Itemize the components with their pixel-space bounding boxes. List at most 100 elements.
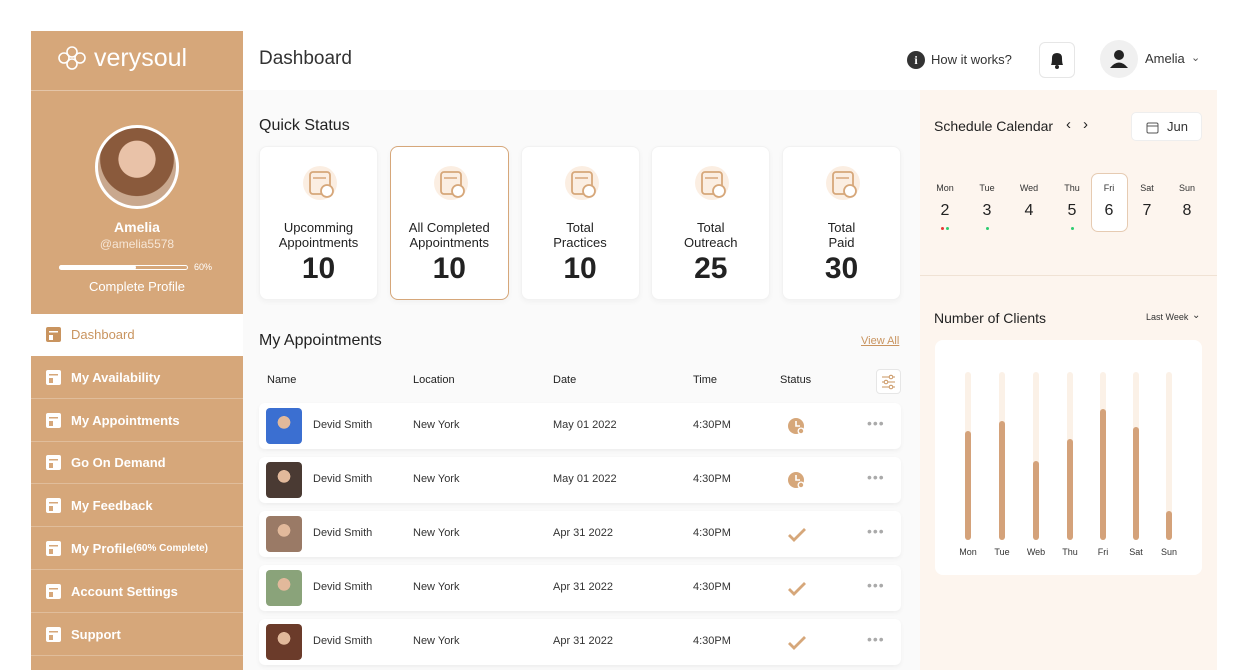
bar [965, 430, 971, 540]
row-time: 4:30PM [693, 635, 731, 647]
help-link[interactable]: How it works? [931, 52, 1012, 67]
day-name[interactable]: Mon [936, 183, 954, 193]
bar-track [1166, 372, 1172, 540]
complete-profile-link[interactable]: Complete Profile [88, 279, 186, 294]
next-week-button[interactable]: › [1083, 116, 1088, 133]
day-name[interactable]: Thu [1064, 183, 1080, 193]
event-dot [985, 227, 989, 230]
filter-button[interactable] [876, 369, 901, 394]
menu-item[interactable]: Support [31, 614, 243, 656]
card-icon [826, 166, 860, 200]
row-date: Apr 31 2022 [553, 527, 613, 539]
row-date: Apr 31 2022 [553, 581, 613, 593]
user-avatar[interactable] [1100, 40, 1138, 78]
row-location: New York [413, 473, 460, 485]
menu-icon [46, 412, 61, 428]
row-date: May 01 2022 [553, 419, 617, 431]
menu-item[interactable]: Go On Demand [31, 442, 243, 485]
menu-item[interactable]: Dashboard [31, 314, 243, 356]
section-title: Quick Status [259, 117, 350, 134]
status-card[interactable]: All Completed Appointments 10 [389, 146, 509, 300]
row-actions[interactable]: ••• [867, 577, 885, 593]
menu-label: My Appointments [71, 412, 180, 428]
notification-button[interactable] [1039, 42, 1075, 78]
status-card[interactable]: Total Practices 10 [520, 146, 640, 300]
day-date[interactable]: 6 [1104, 202, 1114, 219]
row-actions[interactable]: ••• [867, 469, 885, 485]
card-label: Total Paid [827, 220, 856, 250]
status-card[interactable]: Upcomming Appointments 10 [259, 146, 378, 300]
status-pending-icon [788, 472, 805, 489]
day-name[interactable]: Sun [1178, 183, 1195, 193]
bar [1067, 439, 1073, 540]
event-dot [1070, 227, 1074, 230]
status-card[interactable]: Total Paid 30 [782, 146, 901, 300]
menu-item[interactable]: Account Settings [31, 571, 243, 613]
menu-item[interactable]: My Appointments [31, 400, 243, 442]
x-tick-label: Fri [1097, 547, 1109, 557]
sidebar-divider [31, 90, 243, 91]
x-tick-label: Web [1026, 547, 1046, 557]
row-actions[interactable]: ••• [867, 523, 885, 539]
row-name: Devid Smith [313, 419, 373, 431]
row-time: 4:30PM [693, 527, 731, 539]
row-time: 4:30PM [693, 419, 731, 431]
prev-week-button[interactable]: ‹ [1066, 116, 1071, 133]
day-date[interactable]: 8 [1182, 202, 1192, 219]
day-date[interactable]: 4 [1024, 202, 1034, 219]
chart-filter[interactable]: Last Week [1146, 312, 1189, 322]
user-name[interactable]: Amelia [1145, 51, 1185, 66]
row-location: New York [413, 527, 460, 539]
status-card[interactable]: Total Outreach 25 [651, 146, 771, 300]
day-name[interactable]: Wed [1019, 183, 1039, 193]
row-name: Devid Smith [313, 527, 373, 539]
appointment-row[interactable]: Devid Smith New York Apr 31 2022 4:30PM ••• [259, 619, 901, 665]
bar [1033, 461, 1039, 540]
card-value: 10 [432, 252, 466, 285]
row-name: Devid Smith [313, 581, 373, 593]
column-header: Location [413, 374, 455, 386]
row-date: Apr 31 2022 [553, 635, 613, 647]
view-all-link[interactable]: View All [861, 335, 900, 347]
day-date[interactable]: 7 [1142, 202, 1152, 219]
user-menu-chevron[interactable]: ⌄ [1191, 52, 1201, 64]
x-tick-label: Mon [959, 547, 977, 557]
row-name: Devid Smith [313, 473, 373, 485]
day-date[interactable]: 3 [982, 202, 992, 219]
column-header: Name [267, 374, 297, 386]
chart-filter-chevron[interactable]: ⌄ [1192, 310, 1201, 321]
month-label: Jun [1167, 119, 1188, 134]
column-header: Status [780, 374, 812, 386]
chart-title: Number of Clients [934, 310, 1047, 326]
calendar-title: Schedule Calendar [934, 118, 1054, 134]
bar [999, 420, 1005, 540]
day-date[interactable]: 2 [940, 202, 950, 219]
row-actions[interactable]: ••• [867, 415, 885, 431]
menu-item[interactable]: My Feedback [31, 485, 243, 528]
day-name[interactable]: Fri [1103, 183, 1115, 193]
menu-label: Support [71, 626, 121, 642]
selected-day[interactable] [1091, 173, 1128, 232]
month-button[interactable]: Jun [1131, 112, 1202, 141]
menu-item[interactable]: My Availability [31, 357, 243, 399]
appointment-row[interactable]: Devid Smith New York May 01 2022 4:30PM ••• [259, 457, 901, 503]
appointment-row[interactable]: Devid Smith New York Apr 31 2022 4:30PM ••• [259, 565, 901, 611]
menu-label: Go On Demand [71, 455, 166, 471]
menu-item[interactable]: My Profile (60% Complete) [31, 528, 243, 570]
row-name: Devid Smith [313, 635, 373, 647]
menu-label: Account Settings [71, 583, 178, 599]
page-title: Dashboard [259, 48, 352, 69]
appointment-row[interactable]: Devid Smith New York May 01 2022 4:30PM ••• [259, 403, 901, 449]
bar-track [1033, 372, 1039, 540]
appointment-row[interactable]: Devid Smith New York Apr 31 2022 4:30PM ••• [259, 511, 901, 557]
menu-label: My Feedback [71, 498, 153, 514]
event-dot [946, 227, 949, 230]
day-date[interactable]: 5 [1067, 202, 1077, 219]
row-actions[interactable]: ••• [867, 631, 885, 647]
card-label: Total Practices [553, 220, 607, 250]
day-name[interactable]: Tue [979, 183, 995, 193]
menu-icon [46, 369, 61, 385]
card-value: 10 [301, 252, 336, 285]
day-name[interactable]: Sat [1140, 183, 1154, 193]
help-icon[interactable]: i [907, 51, 925, 69]
